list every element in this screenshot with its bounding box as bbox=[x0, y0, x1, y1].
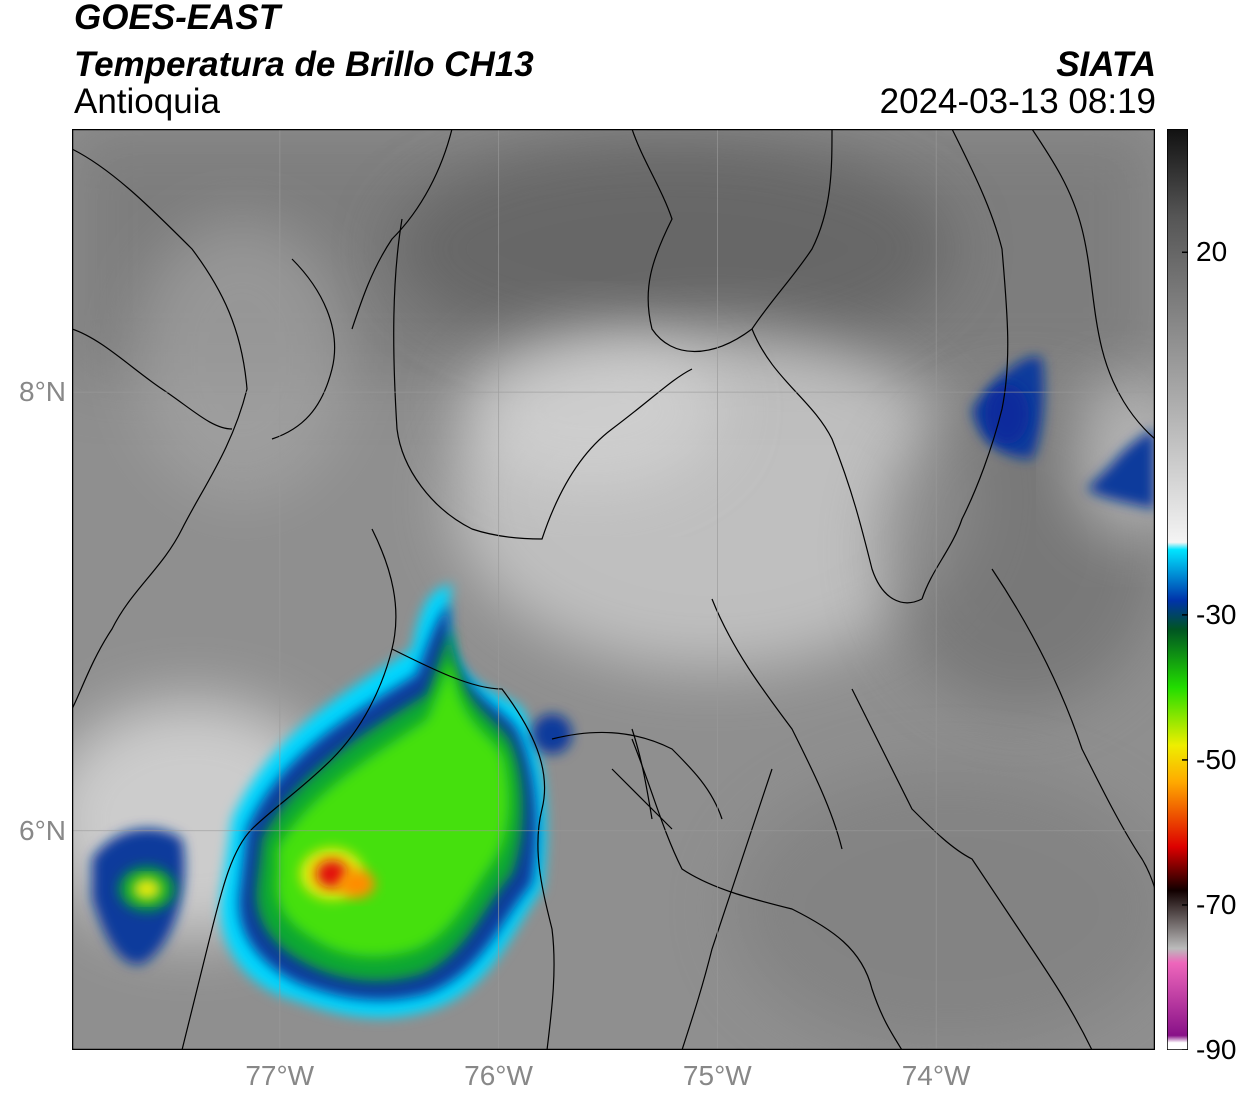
colorbar-tick-label: 20 bbox=[1196, 236, 1228, 268]
colorbar-tick-label: -50 bbox=[1196, 743, 1237, 775]
lon-tick-label: 77°W bbox=[245, 1060, 315, 1091]
region-label: Antioquia bbox=[74, 82, 220, 121]
timestamp-label: 2024-03-13 08:19 bbox=[879, 82, 1156, 121]
colorbar-tick-label: -70 bbox=[1196, 888, 1237, 920]
lat-tick-label: 6°N bbox=[19, 814, 66, 846]
lon-tick-label: 74°W bbox=[901, 1060, 971, 1091]
colorbar bbox=[1167, 129, 1188, 1050]
satellite-title: GOES-EAST bbox=[74, 0, 281, 37]
satellite-map bbox=[72, 129, 1155, 1050]
graticule bbox=[72, 129, 1155, 1050]
colorbar-tick-label: -90 bbox=[1196, 1034, 1237, 1065]
boundaries bbox=[72, 129, 1155, 1050]
organization-label: SIATA bbox=[1056, 45, 1156, 84]
product-title: Temperatura de Brillo CH13 bbox=[74, 45, 534, 84]
convective-storm bbox=[92, 356, 1155, 1018]
lon-tick-label: 75°W bbox=[682, 1060, 752, 1091]
map-border bbox=[72, 129, 1155, 1050]
colorbar-tick-label: -30 bbox=[1196, 598, 1237, 630]
lon-tick-label: 76°W bbox=[464, 1060, 533, 1091]
lat-tick-label: 8°N bbox=[19, 376, 66, 408]
